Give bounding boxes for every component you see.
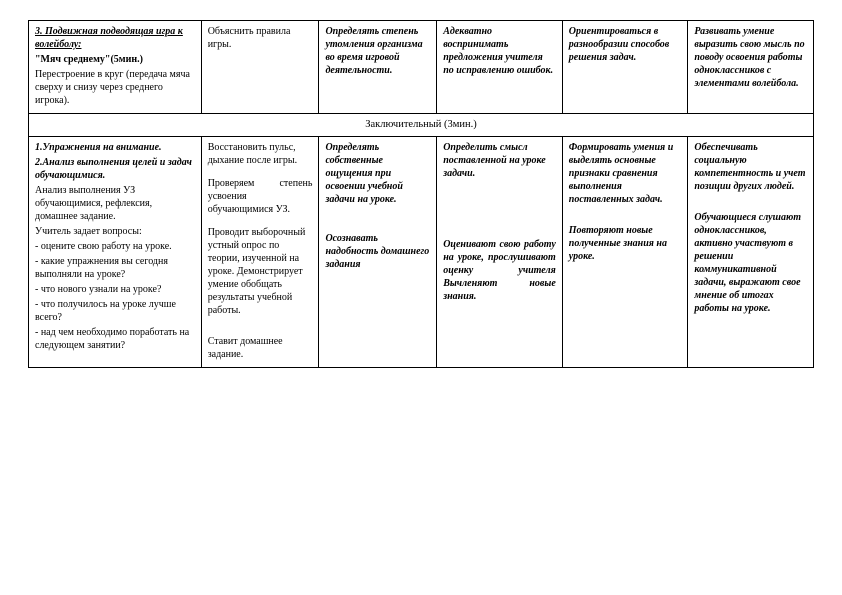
- table-row: 1.Упражнения на внимание. 2.Анализ выпол…: [29, 136, 814, 367]
- cell-regulative: Определить смысл поставленной на уроке з…: [437, 136, 563, 367]
- cell-cognitive: Ориентироваться в разнообразии способов …: [562, 21, 688, 114]
- cell-teacher: Восстановить пульс, дыхание после игры. …: [201, 136, 319, 367]
- cell-personal: Определять степень утомления организма в…: [319, 21, 437, 114]
- activity-title: 3. Подвижная подводящая игра к волейболу…: [35, 26, 183, 50]
- cell-communicative: Развивать умение выразить свою мысль по …: [688, 21, 814, 114]
- cell-cognitive: Формировать умения и выделять основные п…: [562, 136, 688, 367]
- cell-regulative: Адекватно воспринимать предложения учите…: [437, 21, 563, 114]
- section-row: Заключительный (3мин.): [29, 114, 814, 137]
- cell-communicative: Обеспечивать социальную компетентность и…: [688, 136, 814, 367]
- cell-activity: 1.Упражнения на внимание. 2.Анализ выпол…: [29, 136, 202, 367]
- lesson-plan-table: 3. Подвижная подводящая игра к волейболу…: [28, 20, 814, 368]
- cell-teacher: Объяснить правила игры.: [201, 21, 319, 114]
- table-row: 3. Подвижная подводящая игра к волейболу…: [29, 21, 814, 114]
- cell-personal: Определять собственные ощущения при осво…: [319, 136, 437, 367]
- activity-desc: Перестроение в круг (передача мяча сверх…: [35, 68, 195, 107]
- activity-quote: "Мяч среднему"(5мин.): [35, 54, 143, 65]
- section-header: Заключительный (3мин.): [29, 114, 814, 137]
- cell-activity: 3. Подвижная подводящая игра к волейболу…: [29, 21, 202, 114]
